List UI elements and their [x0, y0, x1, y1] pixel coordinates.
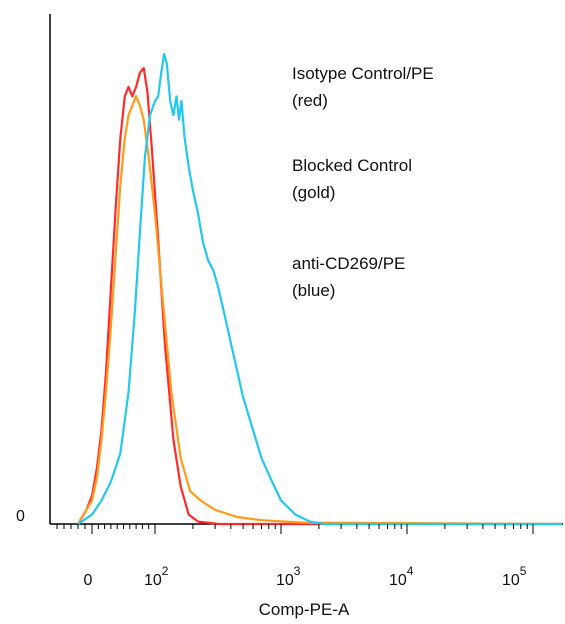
x-tick-label-1e3: 103: [276, 564, 301, 589]
legend: Isotype Control/PE (red) Blocked Control…: [292, 64, 434, 300]
legend-blue-line2: (blue): [292, 281, 335, 300]
legend-red-line1: Isotype Control/PE: [292, 64, 434, 83]
legend-gold-line1: Blocked Control: [292, 156, 412, 175]
y-tick-label-0: 0: [16, 508, 25, 525]
series-layer: [77, 52, 563, 526]
x-tick-label-1e4: 104: [389, 564, 414, 589]
legend-gold-line2: (gold): [292, 183, 335, 202]
legend-red-line2: (red): [292, 91, 328, 110]
x-tick-marks: [56, 524, 534, 534]
x-tick-label-0: 0: [84, 572, 93, 589]
x-tick-label-1e5: 105: [502, 564, 527, 589]
series-line-2: [77, 52, 562, 526]
x-tick-label-1e2: 102: [144, 564, 169, 589]
legend-blue-line1: anti-CD269/PE: [292, 254, 405, 273]
series-line-1: [77, 95, 563, 526]
x-axis-title: Comp-PE-A: [259, 600, 350, 619]
